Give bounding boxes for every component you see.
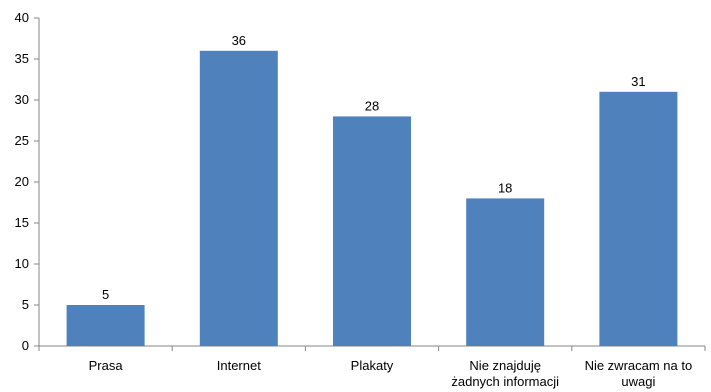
y-tick-label: 15	[15, 215, 29, 230]
category-label: Nie zwracam na to	[585, 358, 693, 373]
category-labels: Prasa Internet Plakaty Nie znajdujężadnych …	[89, 358, 693, 389]
y-tick-label: 0	[22, 338, 29, 353]
data-label: 31	[631, 74, 645, 89]
category-label: Prasa	[89, 358, 124, 373]
bars	[66, 50, 678, 347]
category-label: Plakaty	[351, 358, 394, 373]
bar	[599, 91, 678, 346]
y-tick-label: 35	[15, 51, 29, 66]
y-tick-label: 5	[22, 297, 29, 312]
data-label: 28	[365, 98, 379, 113]
category-label: Internet	[217, 358, 261, 373]
category-label: żadnych informacji	[451, 374, 559, 389]
y-axis-ticks: 0 5 10 15 20 25 30 35 40	[15, 10, 39, 353]
category-label: Nie znajduję	[469, 358, 541, 373]
data-label: 36	[232, 33, 246, 48]
y-tick-label: 40	[15, 10, 29, 25]
bar	[199, 50, 278, 347]
bar	[333, 116, 411, 347]
y-tick-label: 25	[15, 133, 29, 148]
category-label: uwagi	[621, 374, 655, 389]
data-label: 18	[498, 180, 512, 195]
bar	[66, 305, 145, 346]
bar	[466, 198, 545, 346]
data-labels: 5 36 28 18 31	[102, 33, 646, 302]
y-tick-label: 30	[15, 92, 29, 107]
y-tick-label: 10	[15, 256, 29, 271]
y-tick-label: 20	[15, 174, 29, 189]
data-label: 5	[102, 287, 109, 302]
